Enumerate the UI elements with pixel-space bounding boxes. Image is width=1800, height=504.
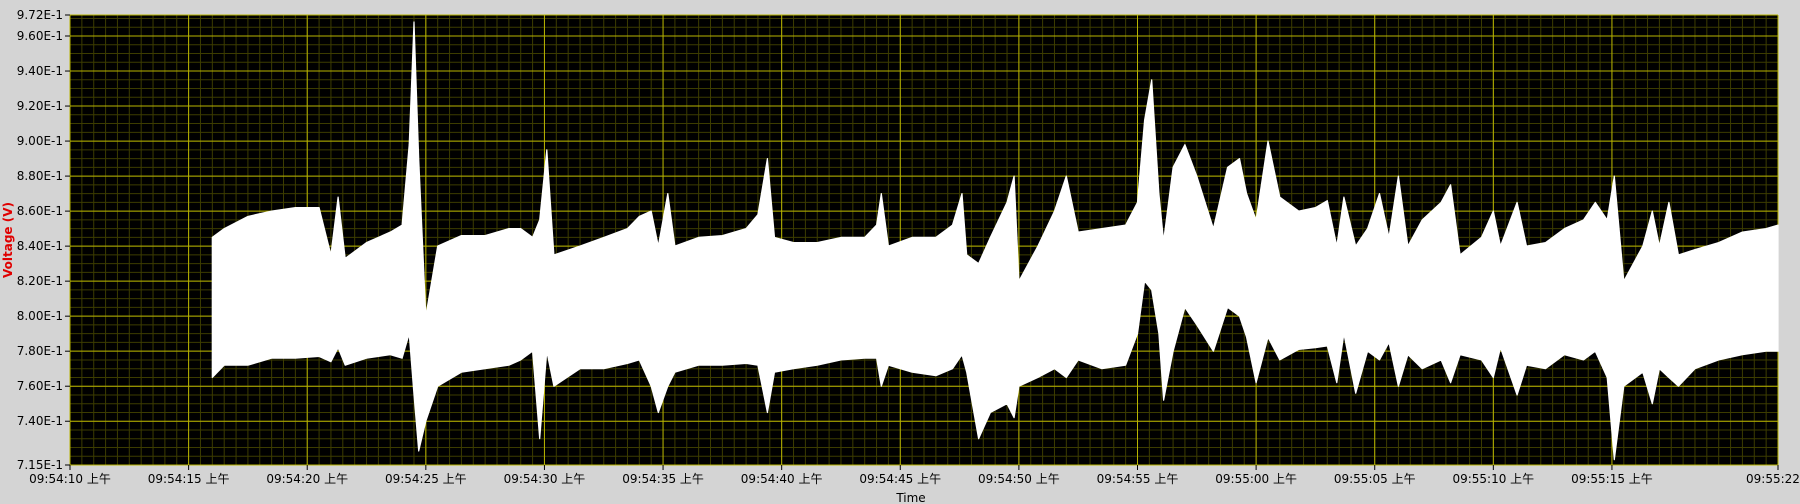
x-tick-label: 09:54:25 上午 (385, 472, 467, 486)
y-tick-label: 9.60E-1 (17, 29, 63, 43)
x-axis-label: Time (895, 491, 925, 504)
x-tick-label: 09:54:45 上午 (859, 472, 941, 486)
y-tick-label: 8.60E-1 (17, 204, 63, 218)
x-tick-label: 09:54:40 上午 (741, 472, 823, 486)
x-axis-ticks: 09:54:10 上午 09:54:15 上午 09:54:20 上午 09:54:2… (29, 465, 1800, 486)
plot-area[interactable] (69, 14, 1779, 466)
x-tick-label: 09:55:22 上 (1746, 472, 1800, 486)
y-tick-label: 8.40E-1 (17, 239, 63, 253)
y-tick-label: 9.00E-1 (17, 134, 63, 148)
x-tick-label: 09:55:10 上午 (1452, 472, 1534, 486)
x-tick-label: 09:54:15 上午 (148, 472, 230, 486)
y-tick-label: 8.00E-1 (17, 309, 63, 323)
x-tick-label: 09:55:00 上午 (1215, 472, 1297, 486)
y-tick-label: 7.40E-1 (17, 414, 63, 428)
x-tick-label: 09:54:10 上午 (29, 472, 111, 486)
y-tick-label: 8.80E-1 (17, 169, 63, 183)
x-tick-label: 09:54:35 上午 (622, 472, 704, 486)
y-tick-label: 7.15E-1 (17, 458, 63, 472)
y-tick-label: 8.20E-1 (17, 274, 63, 288)
x-tick-label: 09:55:05 上午 (1334, 472, 1416, 486)
x-tick-label: 09:54:55 上午 (1097, 472, 1179, 486)
x-tick-label: 09:54:30 上午 (504, 472, 586, 486)
x-tick-label: 09:55:15 上午 (1571, 472, 1653, 486)
series-0-trace (211, 21, 1779, 461)
x-tick-label: 09:54:50 上午 (978, 472, 1060, 486)
y-tick-label: 9.20E-1 (17, 99, 63, 113)
y-axis-ticks: 9.72E-1 9.60E-1 9.40E-1 9.20E-1 9.00E-1 8.80E… (17, 8, 70, 472)
y-tick-label: 7.60E-1 (17, 379, 63, 393)
y-axis-label: Voltage (V) (1, 202, 15, 278)
y-tick-label: 9.40E-1 (17, 64, 63, 78)
x-tick-label: 09:54:20 上午 (266, 472, 348, 486)
y-tick-label: 9.72E-1 (17, 8, 63, 22)
y-tick-label: 7.80E-1 (17, 344, 63, 358)
